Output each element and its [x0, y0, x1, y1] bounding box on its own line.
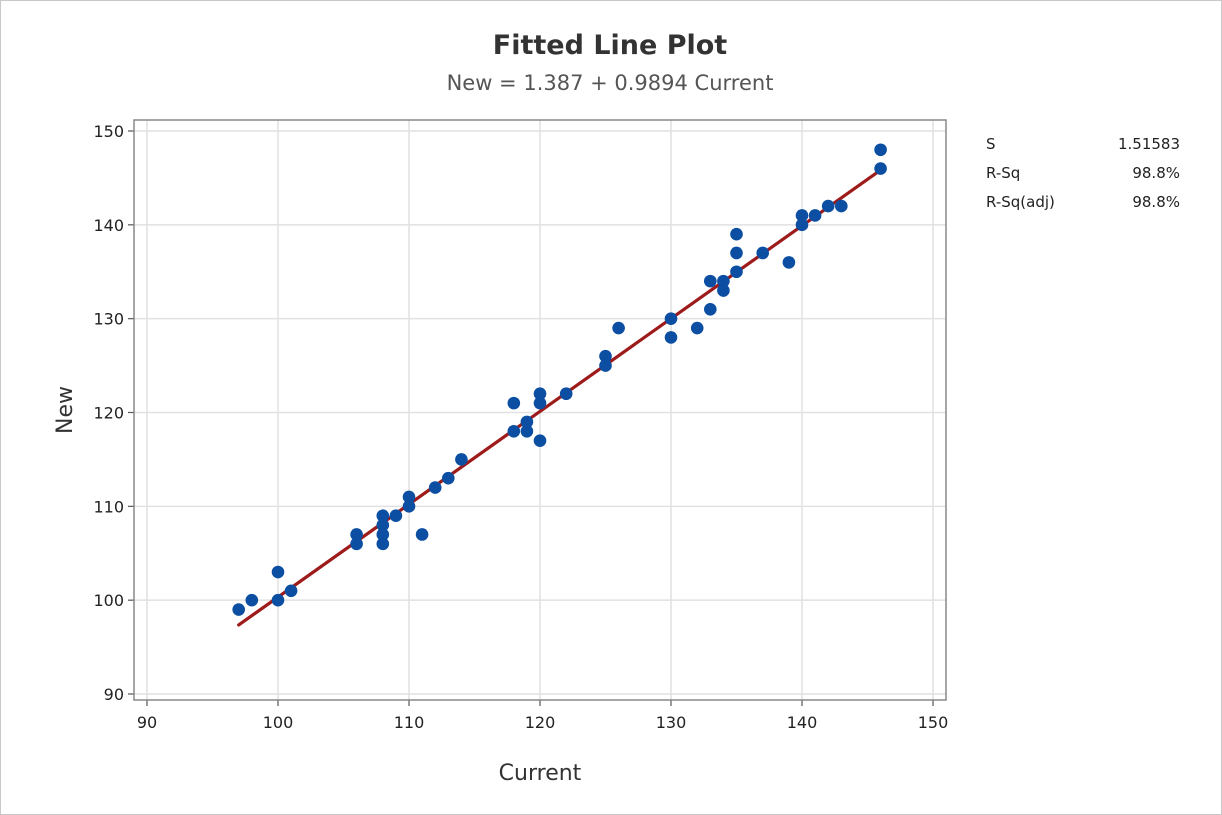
data-point: [612, 321, 625, 335]
fit-line: [237, 168, 883, 627]
data-point: [808, 209, 822, 222]
data-point: [533, 434, 547, 447]
data-point: [533, 387, 547, 401]
data-point: [520, 424, 534, 438]
data-point: [507, 424, 521, 438]
data-point: [874, 143, 887, 157]
data-point: [782, 256, 796, 269]
data-point: [559, 387, 573, 401]
y-tick-label: 140: [93, 216, 124, 235]
x-tick-label: 150: [918, 713, 949, 732]
y-tick-label: 150: [93, 122, 124, 141]
data-point: [455, 453, 468, 466]
fit-line-group: [237, 168, 883, 627]
plot-area: [133, 119, 947, 701]
data-point: [520, 415, 534, 429]
axis-ticks: 90 100 110 120 130 140 150 90 100 110 120 130 140 150: [93, 122, 948, 732]
x-tick-label: 120: [525, 713, 556, 732]
stat-label: R-Sq: [986, 164, 1020, 182]
stat-label: S: [986, 135, 996, 153]
x-tick-label: 100: [263, 713, 294, 732]
chart-title: Fitted Line Plot: [493, 30, 728, 61]
data-point: [730, 265, 743, 279]
data-point: [350, 528, 363, 541]
data-point: [599, 359, 612, 372]
y-tick-label: 100: [93, 591, 124, 610]
data-point: [795, 209, 809, 222]
data-point: [730, 227, 743, 241]
data-point: [402, 490, 416, 504]
data-point: [415, 528, 429, 541]
stat-value: 98.8%: [1132, 193, 1180, 211]
y-tick-label: 130: [93, 310, 124, 329]
data-point: [704, 302, 717, 316]
data-point: [730, 246, 743, 260]
regression-stats: S 1.51583 R-Sq 98.8% R-Sq(adj) 98.8%: [986, 135, 1180, 211]
stat-label: R-Sq(adj): [986, 193, 1055, 211]
data-point: [717, 274, 730, 288]
data-point: [245, 593, 259, 607]
data-point: [835, 199, 848, 213]
data-point: [271, 565, 285, 579]
x-tick-label: 90: [137, 713, 157, 732]
y-tick-label: 120: [93, 404, 124, 423]
stat-value: 1.51583: [1118, 135, 1180, 153]
data-point: [599, 349, 612, 363]
data-point: [821, 199, 835, 213]
y-tick-label: 110: [93, 497, 124, 516]
data-point: [690, 321, 704, 335]
data-point: [507, 396, 521, 410]
data-point: [376, 528, 390, 541]
stat-value: 98.8%: [1132, 164, 1180, 182]
data-point: [271, 593, 285, 607]
data-point: [717, 284, 730, 297]
data-point: [874, 162, 887, 175]
data-point: [376, 509, 390, 523]
data-point: [664, 312, 678, 325]
x-tick-label: 130: [656, 713, 687, 732]
chart-subtitle: New = 1.387 + 0.9894 Current: [447, 71, 774, 95]
data-point: [402, 500, 416, 513]
data-point: [442, 471, 455, 485]
grid-lines: [134, 120, 946, 700]
y-tick-label: 90: [104, 685, 124, 704]
data-point: [756, 246, 769, 260]
data-point: [376, 537, 390, 551]
data-point: [376, 518, 390, 532]
y-axis-label: New: [53, 386, 78, 434]
x-tick-label: 110: [394, 713, 425, 732]
data-point: [664, 331, 678, 344]
data-point: [533, 396, 547, 410]
data-point: [232, 603, 245, 616]
data-point: [350, 537, 363, 551]
data-point: [428, 481, 442, 494]
x-axis-label: Current: [499, 761, 582, 786]
data-point: [284, 584, 298, 598]
data-point: [795, 218, 809, 232]
data-point: [389, 509, 403, 523]
data-points: [232, 143, 887, 616]
data-point: [704, 274, 717, 288]
x-tick-label: 140: [787, 713, 818, 732]
